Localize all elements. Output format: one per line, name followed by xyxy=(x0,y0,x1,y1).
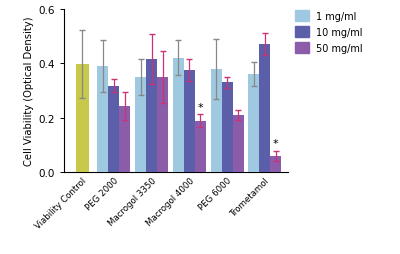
Bar xyxy=(157,77,168,173)
Bar xyxy=(108,86,119,173)
Bar xyxy=(248,75,259,173)
Bar xyxy=(146,60,157,173)
Bar xyxy=(211,69,222,173)
Text: *: * xyxy=(273,139,279,149)
Text: *: * xyxy=(198,102,203,112)
Bar xyxy=(119,107,130,173)
Bar xyxy=(259,45,270,173)
Bar xyxy=(135,77,146,173)
Bar xyxy=(76,65,89,173)
Y-axis label: Cell Viability (Optical Density): Cell Viability (Optical Density) xyxy=(24,17,34,166)
Bar xyxy=(98,67,108,173)
Bar xyxy=(233,116,244,173)
Legend: 1 mg/ml, 10 mg/ml, 50 mg/ml: 1 mg/ml, 10 mg/ml, 50 mg/ml xyxy=(295,11,363,53)
Bar xyxy=(270,156,281,173)
Bar xyxy=(195,121,206,173)
Bar xyxy=(184,71,195,173)
Bar xyxy=(222,83,233,173)
Bar xyxy=(173,58,184,173)
